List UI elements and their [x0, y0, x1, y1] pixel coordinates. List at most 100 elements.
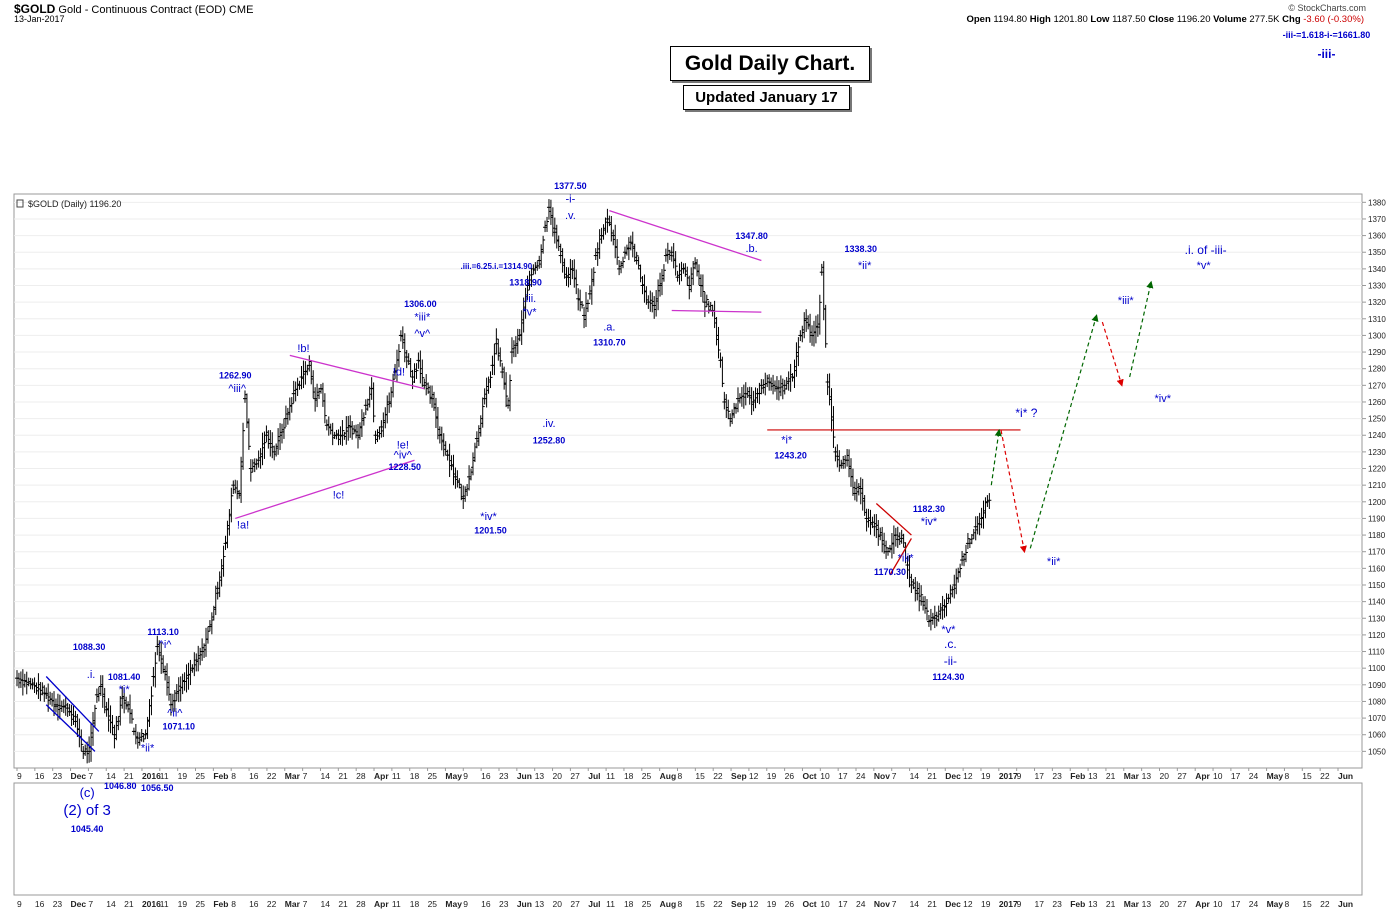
price-bar — [967, 538, 972, 549]
wave-label: *ii* — [141, 742, 155, 754]
wave-label: *v* — [522, 306, 537, 318]
price-bar — [889, 533, 894, 559]
wave-label: -i- — [566, 193, 576, 205]
x-tick-label: 7 — [892, 771, 897, 781]
x-tick-label: 14 — [910, 771, 920, 781]
price-bar — [950, 586, 955, 598]
x-tick-label: Jul — [588, 771, 600, 781]
price-bar — [543, 220, 548, 233]
x-tick-label: 11 — [160, 899, 169, 909]
y-tick-label: 1130 — [1368, 614, 1386, 623]
x-tick-label: 19 — [178, 771, 188, 781]
x-tick-label: 10 — [1213, 899, 1223, 909]
x-tick-label: May — [445, 899, 462, 909]
high-label: High — [1029, 14, 1051, 25]
price-bar — [739, 387, 744, 407]
price-bar — [204, 627, 209, 657]
price-bar — [36, 673, 41, 699]
price-bar — [901, 533, 906, 548]
wave-label: *iii* — [898, 553, 915, 565]
price-bar — [361, 412, 366, 426]
price-bar — [919, 585, 924, 606]
price-bar — [340, 420, 345, 446]
wave-label: 1310.70 — [593, 337, 626, 347]
x-tick-label: 15 — [695, 899, 705, 909]
x-tick-label: Mar — [285, 771, 301, 781]
forecast-arrow — [1129, 280, 1154, 378]
wave-label: .a. — [603, 321, 615, 333]
x-tick-label: 11 — [392, 899, 401, 909]
y-tick-label: 1200 — [1368, 498, 1386, 507]
x-tick-label: 16 — [249, 771, 259, 781]
price-bar — [626, 237, 631, 261]
price-bar — [691, 261, 696, 286]
price-bar — [823, 304, 828, 348]
price-bar — [796, 337, 801, 367]
wave-label: *ii* — [1047, 556, 1061, 568]
x-tick-label: 12 — [963, 899, 973, 909]
price-bar — [381, 412, 386, 438]
x-tick-label: 18 — [410, 899, 420, 909]
price-bar — [854, 479, 859, 502]
x-tick-label: 9 — [17, 771, 22, 781]
x-tick-label: 11 — [606, 771, 615, 781]
trendline — [45, 704, 96, 752]
price-bar — [759, 379, 764, 395]
x-tick-label: 13 — [1142, 899, 1152, 909]
price-bar — [317, 387, 322, 400]
x-tick-label: Oct — [802, 899, 816, 909]
x-tick-label: 24 — [856, 899, 866, 909]
price-bar — [622, 246, 627, 259]
plot-frame — [13, 193, 1363, 769]
price-bar — [852, 481, 857, 501]
price-bar — [391, 373, 396, 398]
y-tick-label: 1100 — [1368, 664, 1386, 673]
price-bar — [28, 677, 33, 690]
price-bar — [679, 261, 684, 282]
price-bar — [930, 612, 935, 625]
x-tick-label: Mar — [1124, 899, 1140, 909]
wave-label: ^ii^ — [167, 707, 183, 719]
x-tick-label: 22 — [713, 771, 723, 781]
price-bar — [108, 705, 113, 734]
price-bar — [498, 347, 503, 367]
price-bar — [352, 425, 357, 434]
price-bar — [100, 675, 105, 708]
x-tick-label: 19 — [767, 899, 777, 909]
wave-label: *iv* — [921, 516, 938, 528]
x-tick-label: 27 — [570, 899, 580, 909]
price-bar — [334, 429, 339, 440]
price-bar — [328, 423, 333, 435]
trendline — [889, 538, 912, 576]
x-tick-label: Apr — [374, 771, 389, 781]
price-bar — [909, 573, 914, 593]
price-bar — [829, 388, 834, 432]
y-tick-label: 1070 — [1368, 714, 1386, 723]
y-tick-label: 1090 — [1368, 681, 1386, 690]
x-tick-label: 11 — [392, 771, 401, 781]
price-bar — [507, 374, 512, 412]
chg-label: Chg — [1282, 14, 1301, 25]
x-tick-label: 27 — [1177, 899, 1187, 909]
x-tick-label: Apr — [1195, 899, 1210, 909]
x-tick-label: 2017 — [999, 771, 1018, 781]
price-bar — [636, 256, 641, 270]
price-bar — [67, 704, 72, 717]
y-tick-label: 1300 — [1368, 331, 1386, 340]
price-bar — [841, 455, 846, 469]
price-bar — [533, 262, 538, 275]
wave-label: 1228.50 — [388, 462, 421, 472]
price-bar — [297, 380, 302, 390]
price-bar — [611, 229, 616, 246]
wave-label: !a! — [237, 519, 249, 531]
x-tick-label: 23 — [53, 899, 63, 909]
price-bar — [281, 418, 286, 439]
x-tick-label: 23 — [53, 771, 63, 781]
price-bar — [745, 387, 750, 398]
price-bar — [262, 431, 267, 459]
price-bar — [94, 688, 99, 703]
y-tick-label: 1190 — [1368, 514, 1386, 523]
price-bar — [295, 377, 300, 397]
price-bar — [878, 527, 883, 541]
x-tick-label: 20 — [553, 899, 563, 909]
